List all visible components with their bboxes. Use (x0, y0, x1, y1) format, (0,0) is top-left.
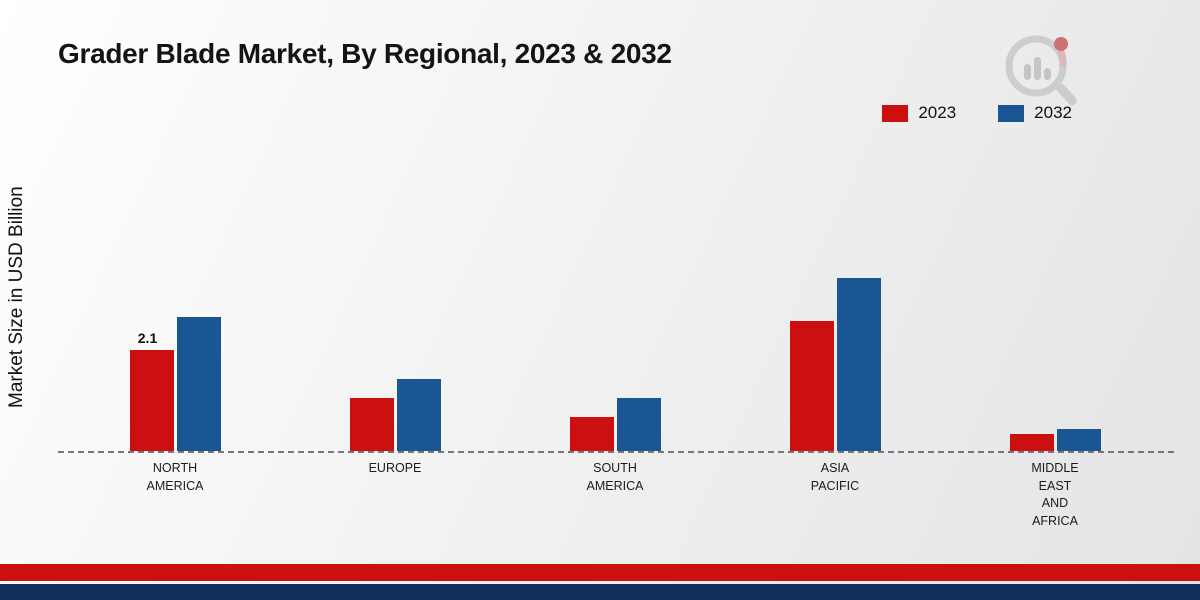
legend: 2023 2032 (882, 103, 1072, 123)
bar-2023-category-4[interactable] (1009, 434, 1054, 451)
bar-group-0: 2.1 (65, 251, 285, 451)
bar-2023-category-2[interactable] (569, 417, 614, 451)
bar-2023-category-1[interactable] (349, 398, 394, 451)
legend-item-2032[interactable]: 2032 (998, 103, 1072, 123)
bar-plot-area: 2.1 (65, 251, 1165, 451)
bar-2032-category-2[interactable] (616, 398, 661, 451)
market-research-future-logo-icon (1005, 35, 1077, 106)
bar-group-1 (285, 251, 505, 451)
bar-2032-category-4[interactable] (1056, 429, 1101, 451)
legend-label-2023: 2023 (918, 103, 957, 122)
category-label-4: MIDDLE EAST AND AFRICA (1031, 461, 1079, 528)
footer-navy-band (0, 584, 1200, 600)
category-label-0: NORTH AMERICA (146, 461, 204, 493)
category-axis-labels: NORTH AMERICA EUROPE SOUTH AMERICA ASIA PAC… (65, 460, 1165, 530)
page-title: Grader Blade Market, By Regional, 2023 &… (58, 38, 672, 69)
category-label-1: EUROPE (368, 461, 422, 475)
bar-group-2 (505, 251, 725, 451)
category-label-3: ASIA PACIFIC (810, 461, 860, 493)
y-axis-label: Market Size in USD Billion (6, 186, 27, 408)
category-label-2: SOUTH AMERICA (586, 461, 644, 493)
bar-2032-category-1[interactable] (396, 379, 441, 451)
x-axis-baseline (58, 451, 1174, 453)
legend-item-2023[interactable]: 2023 (882, 103, 956, 123)
legend-swatch-2032-icon (998, 104, 1025, 122)
legend-swatch-2023-icon (882, 104, 909, 122)
legend-label-2032: 2032 (1034, 103, 1072, 122)
bar-2032-category-0[interactable] (176, 317, 221, 451)
bar-2023-category-0[interactable]: 2.1 (129, 330, 174, 451)
bar-group-4 (945, 251, 1165, 451)
bar-2032-category-3[interactable] (836, 278, 881, 451)
bar-group-3 (725, 251, 945, 451)
bar-2023-category-3[interactable] (789, 321, 834, 451)
bar-value-label: 2.1 (137, 330, 158, 346)
footer-red-band (0, 564, 1200, 581)
